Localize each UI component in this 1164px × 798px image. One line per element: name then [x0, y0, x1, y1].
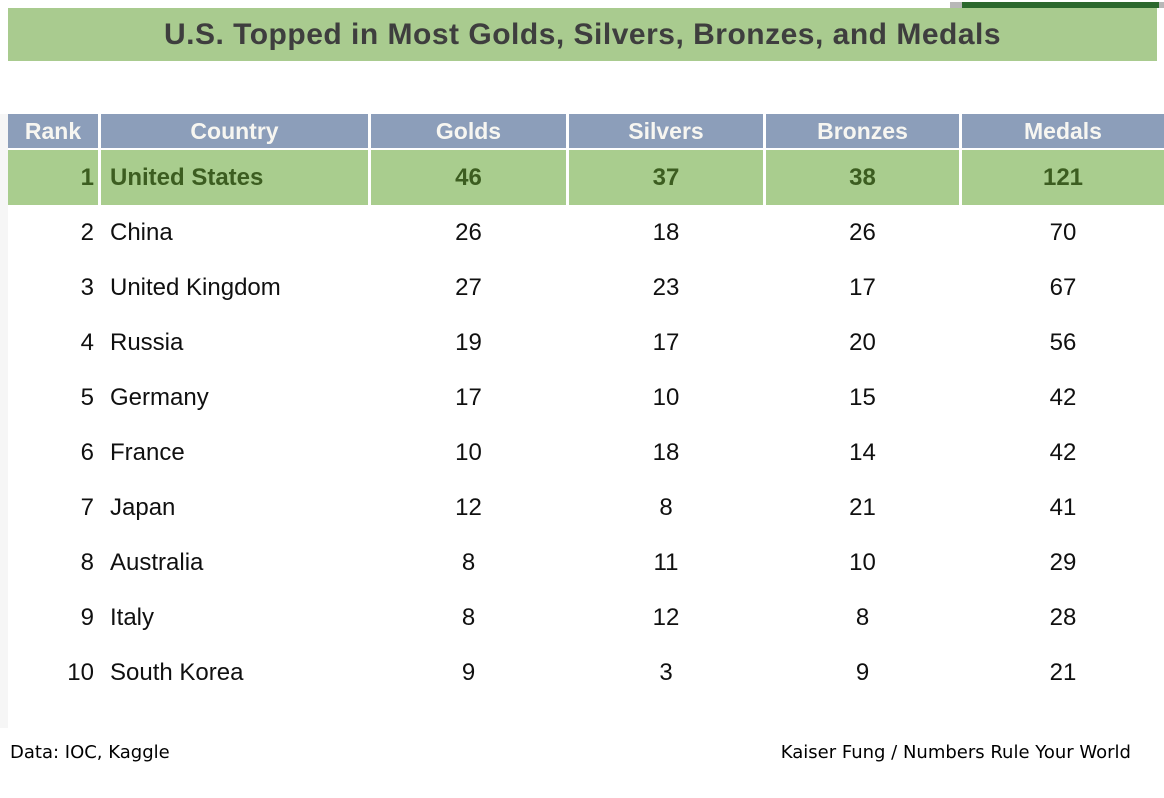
cell-rank: 8	[80, 548, 94, 576]
cell-medals: 21	[1049, 658, 1077, 686]
cell-medals: 28	[1049, 603, 1077, 631]
table-row: 7 Japan 12 8 21 41	[8, 480, 1164, 535]
cell-silvers: 3	[659, 658, 673, 686]
cell-rank: 1	[8, 150, 98, 205]
cell-country: Germany	[110, 383, 209, 411]
cell-rank: 9	[80, 603, 94, 631]
cell-rank: 10	[67, 658, 94, 686]
header-cell-medals: Medals	[962, 114, 1164, 148]
cell-bronzes: 21	[849, 493, 876, 521]
table-row: 9 Italy 8 12 8 28	[8, 590, 1164, 645]
cell-silvers: 11	[653, 548, 679, 576]
cell-bronzes: 14	[849, 438, 876, 466]
footer-credit: Kaiser Fung / Numbers Rule Your World	[780, 742, 1131, 763]
cell-golds: 8	[461, 548, 476, 576]
header-cell-country: Country	[101, 114, 368, 148]
cell-country: China	[110, 218, 173, 246]
cell-country: Italy	[110, 603, 155, 631]
footer: Data: IOC, Kaggle Kaiser Fung / Numbers …	[10, 742, 1131, 763]
cell-rank: 4	[80, 328, 94, 356]
cell-silvers: 10	[652, 383, 680, 411]
header-cell-rank: Rank	[8, 114, 98, 148]
cell-bronzes: 9	[855, 658, 870, 686]
table-row: 2 China 26 18 26 70	[8, 205, 1164, 260]
cell-bronzes: 15	[849, 383, 876, 411]
accent-strip-bar	[962, 2, 1159, 8]
cell-golds: 46	[371, 150, 566, 205]
accent-strip	[950, 2, 1164, 8]
cell-silvers: 37	[569, 150, 763, 205]
cell-rank: 5	[80, 383, 94, 411]
footer-data-source: Data: IOC, Kaggle	[10, 742, 170, 763]
title-banner: U.S. Topped in Most Golds, Silvers, Bron…	[8, 8, 1157, 61]
cell-golds: 26	[455, 218, 482, 246]
cell-bronzes: 17	[849, 273, 876, 301]
cell-bronzes: 38	[766, 150, 959, 205]
cell-country: Australia	[110, 548, 204, 576]
cell-rank: 7	[80, 493, 94, 521]
cell-country: United Kingdom	[110, 273, 281, 301]
left-gutter	[0, 114, 8, 728]
cell-bronzes: 26	[849, 218, 876, 246]
cell-medals: 121	[962, 150, 1164, 205]
accent-strip-right-cap	[1159, 2, 1164, 8]
cell-silvers: 18	[652, 438, 680, 466]
cell-medals: 56	[1049, 328, 1077, 356]
cell-medals: 41	[1049, 493, 1077, 521]
table-row: 4 Russia 19 17 20 56	[8, 315, 1164, 370]
table-header-row: Rank Country Golds Silvers Bronzes Medals	[8, 114, 1164, 148]
table-row: 10 South Korea 9 3 9 21	[8, 645, 1164, 700]
cell-medals: 42	[1049, 383, 1077, 411]
cell-rank: 2	[80, 218, 94, 246]
header-cell-golds: Golds	[371, 114, 566, 148]
cell-golds: 19	[455, 328, 482, 356]
accent-strip-left-cap	[950, 2, 962, 8]
cell-golds: 17	[455, 383, 482, 411]
cell-golds: 12	[455, 493, 482, 521]
cell-bronzes: 10	[849, 548, 876, 576]
cell-medals: 42	[1049, 438, 1077, 466]
cell-medals: 29	[1049, 548, 1077, 576]
cell-silvers: 12	[652, 603, 680, 631]
cell-golds: 9	[461, 658, 476, 686]
cell-silvers: 8	[659, 493, 673, 521]
cell-silvers: 23	[652, 273, 680, 301]
cell-golds: 27	[455, 273, 482, 301]
cell-silvers: 18	[652, 218, 680, 246]
cell-medals: 70	[1049, 218, 1077, 246]
cell-bronzes: 20	[849, 328, 876, 356]
cell-country: France	[110, 438, 185, 466]
cell-country: United States	[101, 150, 368, 205]
cell-country: Japan	[110, 493, 176, 521]
table-row: 6 France 10 18 14 42	[8, 425, 1164, 480]
page-title: U.S. Topped in Most Golds, Silvers, Bron…	[163, 17, 1002, 51]
table-body: 1 United States 46 37 38 121 2 China 26 18 26 70 3 Un…	[8, 150, 1164, 700]
table-row: 3 United Kingdom 27 23 17 67	[8, 260, 1164, 315]
medal-table: Rank Country Golds Silvers Bronzes Medals 1 Un…	[8, 114, 1164, 700]
cell-medals: 67	[1049, 273, 1077, 301]
header-cell-silvers: Silvers	[569, 114, 763, 148]
cell-country: South Korea	[110, 658, 244, 686]
table-row: 8 Australia 8 11 10 29	[8, 535, 1164, 590]
cell-rank: 3	[80, 273, 94, 301]
cell-country: Russia	[110, 328, 184, 356]
table-row: 5 Germany 17 10 15 42	[8, 370, 1164, 425]
cell-bronzes: 8	[855, 603, 870, 631]
cell-golds: 8	[461, 603, 476, 631]
header-cell-bronzes: Bronzes	[766, 114, 959, 148]
cell-rank: 6	[80, 438, 94, 466]
cell-golds: 10	[455, 438, 482, 466]
table-row: 1 United States 46 37 38 121	[8, 150, 1164, 205]
cell-silvers: 17	[652, 328, 680, 356]
